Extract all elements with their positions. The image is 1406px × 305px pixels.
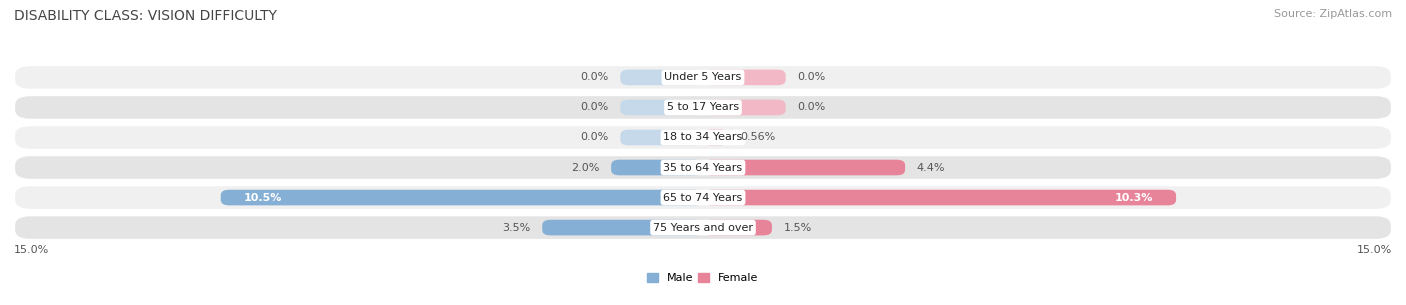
FancyBboxPatch shape <box>620 70 703 85</box>
FancyBboxPatch shape <box>14 125 1392 150</box>
FancyBboxPatch shape <box>221 190 703 205</box>
Text: 4.4%: 4.4% <box>917 163 945 173</box>
Text: 0.0%: 0.0% <box>797 72 825 82</box>
FancyBboxPatch shape <box>703 160 905 175</box>
Text: 18 to 34 Years: 18 to 34 Years <box>664 132 742 142</box>
Text: 65 to 74 Years: 65 to 74 Years <box>664 192 742 203</box>
FancyBboxPatch shape <box>543 220 703 235</box>
FancyBboxPatch shape <box>703 130 728 145</box>
Text: 15.0%: 15.0% <box>1357 245 1392 255</box>
FancyBboxPatch shape <box>612 160 703 175</box>
Legend: Male, Female: Male, Female <box>643 268 763 288</box>
Text: 0.0%: 0.0% <box>581 102 609 113</box>
Text: 0.56%: 0.56% <box>740 132 776 142</box>
Text: 0.0%: 0.0% <box>581 132 609 142</box>
Text: 35 to 64 Years: 35 to 64 Years <box>664 163 742 173</box>
FancyBboxPatch shape <box>620 100 703 115</box>
FancyBboxPatch shape <box>703 70 786 85</box>
FancyBboxPatch shape <box>14 65 1392 90</box>
Text: 2.0%: 2.0% <box>571 163 599 173</box>
FancyBboxPatch shape <box>703 220 772 235</box>
Text: 0.0%: 0.0% <box>581 72 609 82</box>
Text: 3.5%: 3.5% <box>502 223 531 233</box>
Text: 10.3%: 10.3% <box>1115 192 1153 203</box>
FancyBboxPatch shape <box>703 190 1175 205</box>
Text: Source: ZipAtlas.com: Source: ZipAtlas.com <box>1274 9 1392 19</box>
FancyBboxPatch shape <box>14 155 1392 180</box>
FancyBboxPatch shape <box>620 130 703 145</box>
Text: 15.0%: 15.0% <box>14 245 49 255</box>
Text: 75 Years and over: 75 Years and over <box>652 223 754 233</box>
Text: 5 to 17 Years: 5 to 17 Years <box>666 102 740 113</box>
FancyBboxPatch shape <box>14 215 1392 240</box>
Text: Under 5 Years: Under 5 Years <box>665 72 741 82</box>
Text: DISABILITY CLASS: VISION DIFFICULTY: DISABILITY CLASS: VISION DIFFICULTY <box>14 9 277 23</box>
FancyBboxPatch shape <box>14 95 1392 120</box>
Text: 0.0%: 0.0% <box>797 102 825 113</box>
FancyBboxPatch shape <box>14 185 1392 210</box>
FancyBboxPatch shape <box>703 100 786 115</box>
Text: 10.5%: 10.5% <box>243 192 283 203</box>
Text: 1.5%: 1.5% <box>783 223 811 233</box>
